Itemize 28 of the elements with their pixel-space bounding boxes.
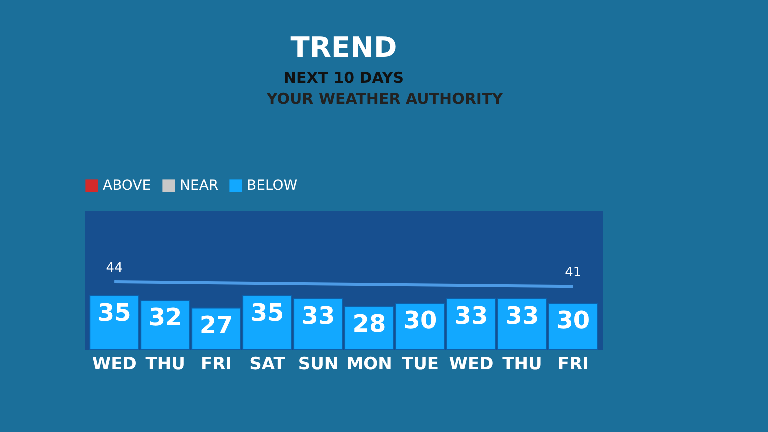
legend-label: ABOVE: [103, 178, 152, 194]
x-tick-label: SUN: [298, 354, 339, 374]
data-label: 35: [250, 298, 284, 327]
data-label: 27: [200, 311, 234, 340]
data-label: 44: [106, 261, 123, 276]
x-tick-label: WED: [449, 354, 494, 374]
data-label: 32: [148, 304, 182, 332]
chart-subtitle: NEXT 10 DAYS: [284, 69, 404, 87]
x-tick-label: THU: [146, 354, 186, 374]
x-tick-label: FRI: [201, 354, 232, 374]
x-tick-label: MON: [346, 354, 392, 374]
x-tick-label: FRI: [558, 354, 589, 374]
data-label: 30: [404, 306, 438, 335]
text: YOUR WEATHER AUTHORITY: [266, 90, 504, 108]
legend-label: NEAR: [180, 178, 219, 194]
data-label: 33: [302, 302, 336, 330]
chart-title: TREND: [290, 31, 398, 64]
data-label: 35: [98, 298, 132, 327]
legend-label: BELOW: [247, 178, 298, 194]
data-label: 30: [556, 306, 590, 335]
data-label: 41: [565, 266, 582, 281]
data-label: 33: [506, 302, 540, 330]
x-tick-label: SAT: [250, 354, 286, 374]
x-tick-label: TUE: [402, 354, 439, 374]
x-tick-label: WED: [92, 354, 137, 374]
data-label: 28: [352, 310, 386, 338]
data-label: 33: [454, 302, 488, 330]
x-tick-label: THU: [502, 354, 542, 374]
